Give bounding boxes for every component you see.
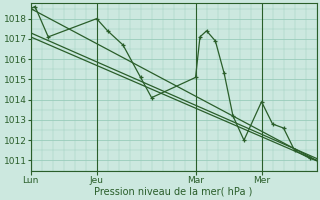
- X-axis label: Pression niveau de la mer( hPa ): Pression niveau de la mer( hPa ): [94, 187, 253, 197]
